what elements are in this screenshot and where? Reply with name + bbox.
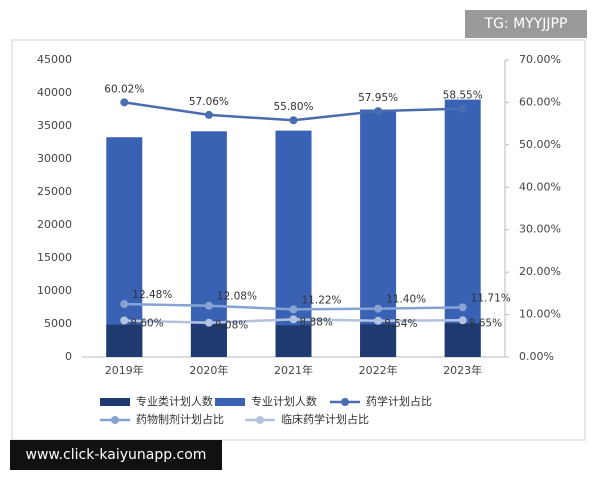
line-point	[374, 316, 383, 325]
legend-label: 临床药学计划占比	[281, 412, 369, 426]
y2-tick-label: 0.00%	[519, 350, 554, 363]
bar	[190, 324, 227, 357]
data-label: 11.22%	[302, 294, 342, 306]
y-tick-label: 5000	[44, 317, 72, 330]
line-point	[374, 304, 383, 313]
line-point	[120, 98, 129, 107]
y-tick-label: 25000	[37, 185, 72, 198]
data-label: 8.54%	[384, 318, 417, 330]
legend-swatch	[111, 416, 119, 424]
y2-tick-label: 70.00%	[519, 53, 561, 66]
data-label: 12.08%	[217, 291, 257, 303]
line-point	[374, 107, 383, 116]
data-label: 57.95%	[358, 92, 398, 104]
legend-label: 药物制剂计划占比	[136, 412, 224, 426]
bar	[444, 99, 481, 357]
data-label: 8.08%	[215, 320, 248, 332]
data-label: 55.80%	[273, 101, 313, 113]
bar	[444, 323, 481, 357]
y2-tick-label: 10.00%	[519, 308, 561, 321]
line-point	[458, 316, 467, 325]
x-tick-label: 2020年	[189, 363, 228, 377]
x-tick-label: 2021年	[274, 363, 313, 377]
x-tick-label: 2022年	[359, 363, 398, 377]
y-tick-label: 0	[65, 350, 72, 363]
y2-tick-label: 50.00%	[519, 138, 561, 151]
y-tick-label: 30000	[37, 152, 72, 165]
line-point	[289, 116, 298, 125]
line-point	[204, 301, 213, 310]
line-point	[204, 110, 213, 119]
x-tick-label: 2023年	[443, 363, 482, 377]
data-label: 12.48%	[132, 289, 172, 301]
data-label: 8.65%	[469, 317, 502, 329]
y-tick-label: 40000	[37, 86, 72, 99]
y-tick-label: 20000	[37, 218, 72, 231]
y2-tick-label: 40.00%	[519, 180, 561, 193]
line-point	[120, 300, 129, 309]
legend-label: 专业计划人数	[251, 394, 317, 408]
line-point	[458, 104, 467, 113]
y2-tick-label: 20.00%	[519, 265, 561, 278]
y2-tick-label: 60.00%	[519, 95, 561, 108]
y2-tick-label: 30.00%	[519, 223, 561, 236]
watermark-text: www.click-kaiyunapp.com	[26, 447, 207, 463]
data-label: 57.06%	[189, 96, 229, 108]
line-point	[289, 315, 298, 324]
y-tick-label: 10000	[37, 284, 72, 297]
data-label: 8.88%	[300, 316, 333, 328]
bar	[360, 324, 397, 357]
legend-label: 专业类计划人数	[136, 394, 213, 408]
y-tick-label: 15000	[37, 251, 72, 264]
line-point	[120, 316, 129, 325]
data-label: 60.02%	[104, 83, 144, 95]
legend-swatch	[215, 398, 245, 406]
watermark-box	[465, 10, 587, 38]
y-tick-label: 45000	[37, 53, 72, 66]
legend-swatch	[256, 416, 264, 424]
data-label: 11.40%	[386, 294, 426, 306]
data-label: 8.60%	[130, 318, 163, 330]
x-tick-label: 2019年	[105, 363, 144, 377]
watermark-text: TG: MYYJJPP	[484, 16, 568, 32]
legend-label: 药学计划占比	[366, 394, 432, 408]
line-point	[204, 318, 213, 327]
bar	[106, 324, 143, 357]
legend-swatch	[341, 398, 349, 406]
legend-swatch	[100, 398, 130, 406]
line-point	[458, 303, 467, 312]
line-point	[289, 305, 298, 314]
y-tick-label: 35000	[37, 119, 72, 132]
watermark-box	[10, 440, 222, 470]
data-label: 58.55%	[443, 90, 483, 102]
data-label: 11.71%	[471, 292, 511, 304]
bar	[360, 109, 397, 357]
bar	[275, 325, 312, 357]
